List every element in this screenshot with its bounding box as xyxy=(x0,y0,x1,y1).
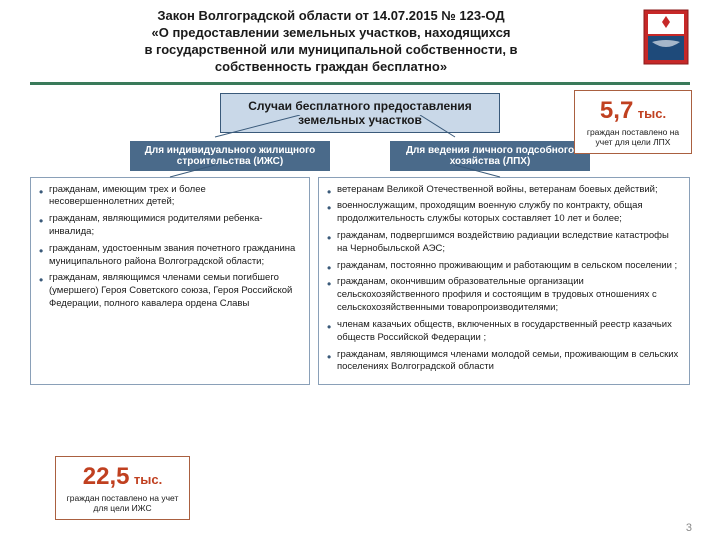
stat-box-izhs: 22,5 тыс. граждан поставлено на учет для… xyxy=(55,456,190,520)
list-item: гражданам, удостоенным звания почетного … xyxy=(39,243,301,269)
main-box: Случаи бесплатного предоставления земель… xyxy=(220,93,500,133)
stat-lph-sub: граждан поставлено на учет для цели ЛПХ xyxy=(585,127,681,147)
list-item: гражданам, имеющим трех и более несоверш… xyxy=(39,184,301,210)
list-item: гражданам, подвергшимся воздействию ради… xyxy=(327,230,681,256)
list-item: ветеранам Великой Отечественной войны, в… xyxy=(327,184,681,197)
page-number: 3 xyxy=(686,522,692,534)
title-block: Закон Волгоградской области от 14.07.201… xyxy=(30,8,632,76)
list-item: членам казачьих обществ, включенных в го… xyxy=(327,319,681,345)
right-column: ветеранам Великой Отечественной войны, в… xyxy=(318,177,690,386)
emblem-icon xyxy=(642,8,690,66)
stat-lph-unit: тыс. xyxy=(638,106,666,121)
sub-box-right: Для ведения личного подсобного хозяйства… xyxy=(390,141,590,171)
stat-lph-number: 5,7 xyxy=(600,97,633,124)
content-columns: гражданам, имеющим трех и более несоверш… xyxy=(0,177,720,386)
stat-izhs-number: 22,5 xyxy=(83,463,130,490)
stat-box-lph: 5,7 тыс. граждан поставлено на учет для … xyxy=(574,90,692,154)
sub-box-left: Для индивидуального жилищного строительс… xyxy=(130,141,330,171)
stat-izhs-unit: тыс. xyxy=(134,472,162,487)
list-item: гражданам, являющимся членами семьи поги… xyxy=(39,272,301,310)
header: Закон Волгоградской области от 14.07.201… xyxy=(0,0,720,80)
title-line-2: «О предоставлении земельных участков, на… xyxy=(30,25,632,42)
divider xyxy=(30,82,690,85)
stat-izhs-sub: граждан поставлено на учет для цели ИЖС xyxy=(66,493,179,513)
left-column: гражданам, имеющим трех и более несоверш… xyxy=(30,177,310,386)
list-item: гражданам, являющимся членами молодой се… xyxy=(327,349,681,375)
title-line-1: Закон Волгоградской области от 14.07.201… xyxy=(30,8,632,25)
list-item: военнослужащим, проходящим военную служб… xyxy=(327,200,681,226)
title-line-3: в государственной или муниципальной собс… xyxy=(30,42,632,59)
title-line-4: собственность граждан бесплатно» xyxy=(30,59,632,76)
list-item: гражданам, постоянно проживающим и работ… xyxy=(327,260,681,273)
list-item: гражданам, окончившим образовательные ор… xyxy=(327,276,681,314)
list-item: гражданам, являющимися родителями ребенк… xyxy=(39,213,301,239)
